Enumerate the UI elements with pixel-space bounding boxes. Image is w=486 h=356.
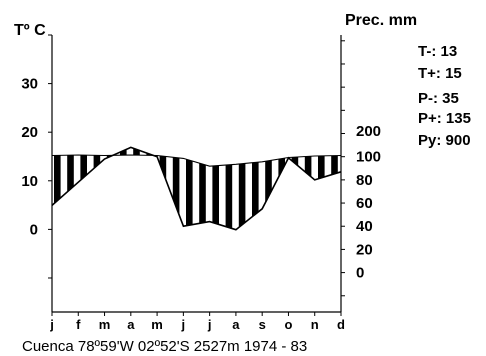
precipitation-tick-label: 200 [356,123,381,140]
temperature-tick-label: 30 [21,76,38,93]
stripe [318,147,325,230]
stripe [93,147,101,230]
month-label: j [181,317,186,332]
precipitation-tick-label: 60 [356,195,373,212]
stripe [67,147,74,230]
stripe [199,147,206,230]
month-label: m [151,317,163,332]
month-label: d [337,317,345,332]
precipitation-tick-label: 20 [356,241,373,258]
month-label: j [49,317,54,332]
month-label: m [99,317,111,332]
month-label: a [232,317,240,332]
axes [48,34,345,316]
month-label: s [259,317,266,332]
stripe [278,147,285,230]
stat-temp-max: T+: 15 [418,65,462,82]
temperature-line [51,154,342,167]
stripe [120,147,127,230]
station-caption: Cuenca 78º59'W 02º52'S 2527m 1974 - 83 [22,338,308,355]
stat-prec-max: P+: 135 [418,110,471,127]
stripe [80,147,87,230]
stripe [265,147,272,230]
stripe [238,147,246,230]
stat-prec-min: P-: 35 [418,90,459,107]
stripe [212,147,219,230]
stat-temp-min: T-: 13 [418,43,458,60]
stripe [54,147,61,230]
precipitation-axis-label: Prec. mm [345,12,418,29]
month-label: f [76,317,81,332]
temperature-tick-label: 20 [21,124,38,141]
stripe [186,147,193,230]
temperature-axis-label: Tº C [14,22,46,39]
stripe [252,147,259,230]
stripe [172,147,180,230]
humid-period-stripes [54,147,338,230]
precipitation-tick-label: 40 [356,218,373,235]
temperature-tick-label: 0 [30,221,38,238]
stat-prec-year: Py: 900 [418,132,471,149]
month-label: o [284,317,292,332]
month-label: j [207,317,212,332]
month-label: n [311,317,319,332]
precipitation-tick-label: 0 [356,265,364,282]
stripe [133,147,140,230]
temperature-tick-label: 10 [21,173,38,190]
stripe [225,147,233,230]
precipitation-line [51,146,342,231]
stripe [291,147,299,230]
precipitation-tick-label: 100 [356,149,381,166]
precipitation-tick-label: 80 [356,172,373,189]
stripe [146,147,153,230]
month-label: a [127,317,135,332]
stripe [106,147,114,230]
